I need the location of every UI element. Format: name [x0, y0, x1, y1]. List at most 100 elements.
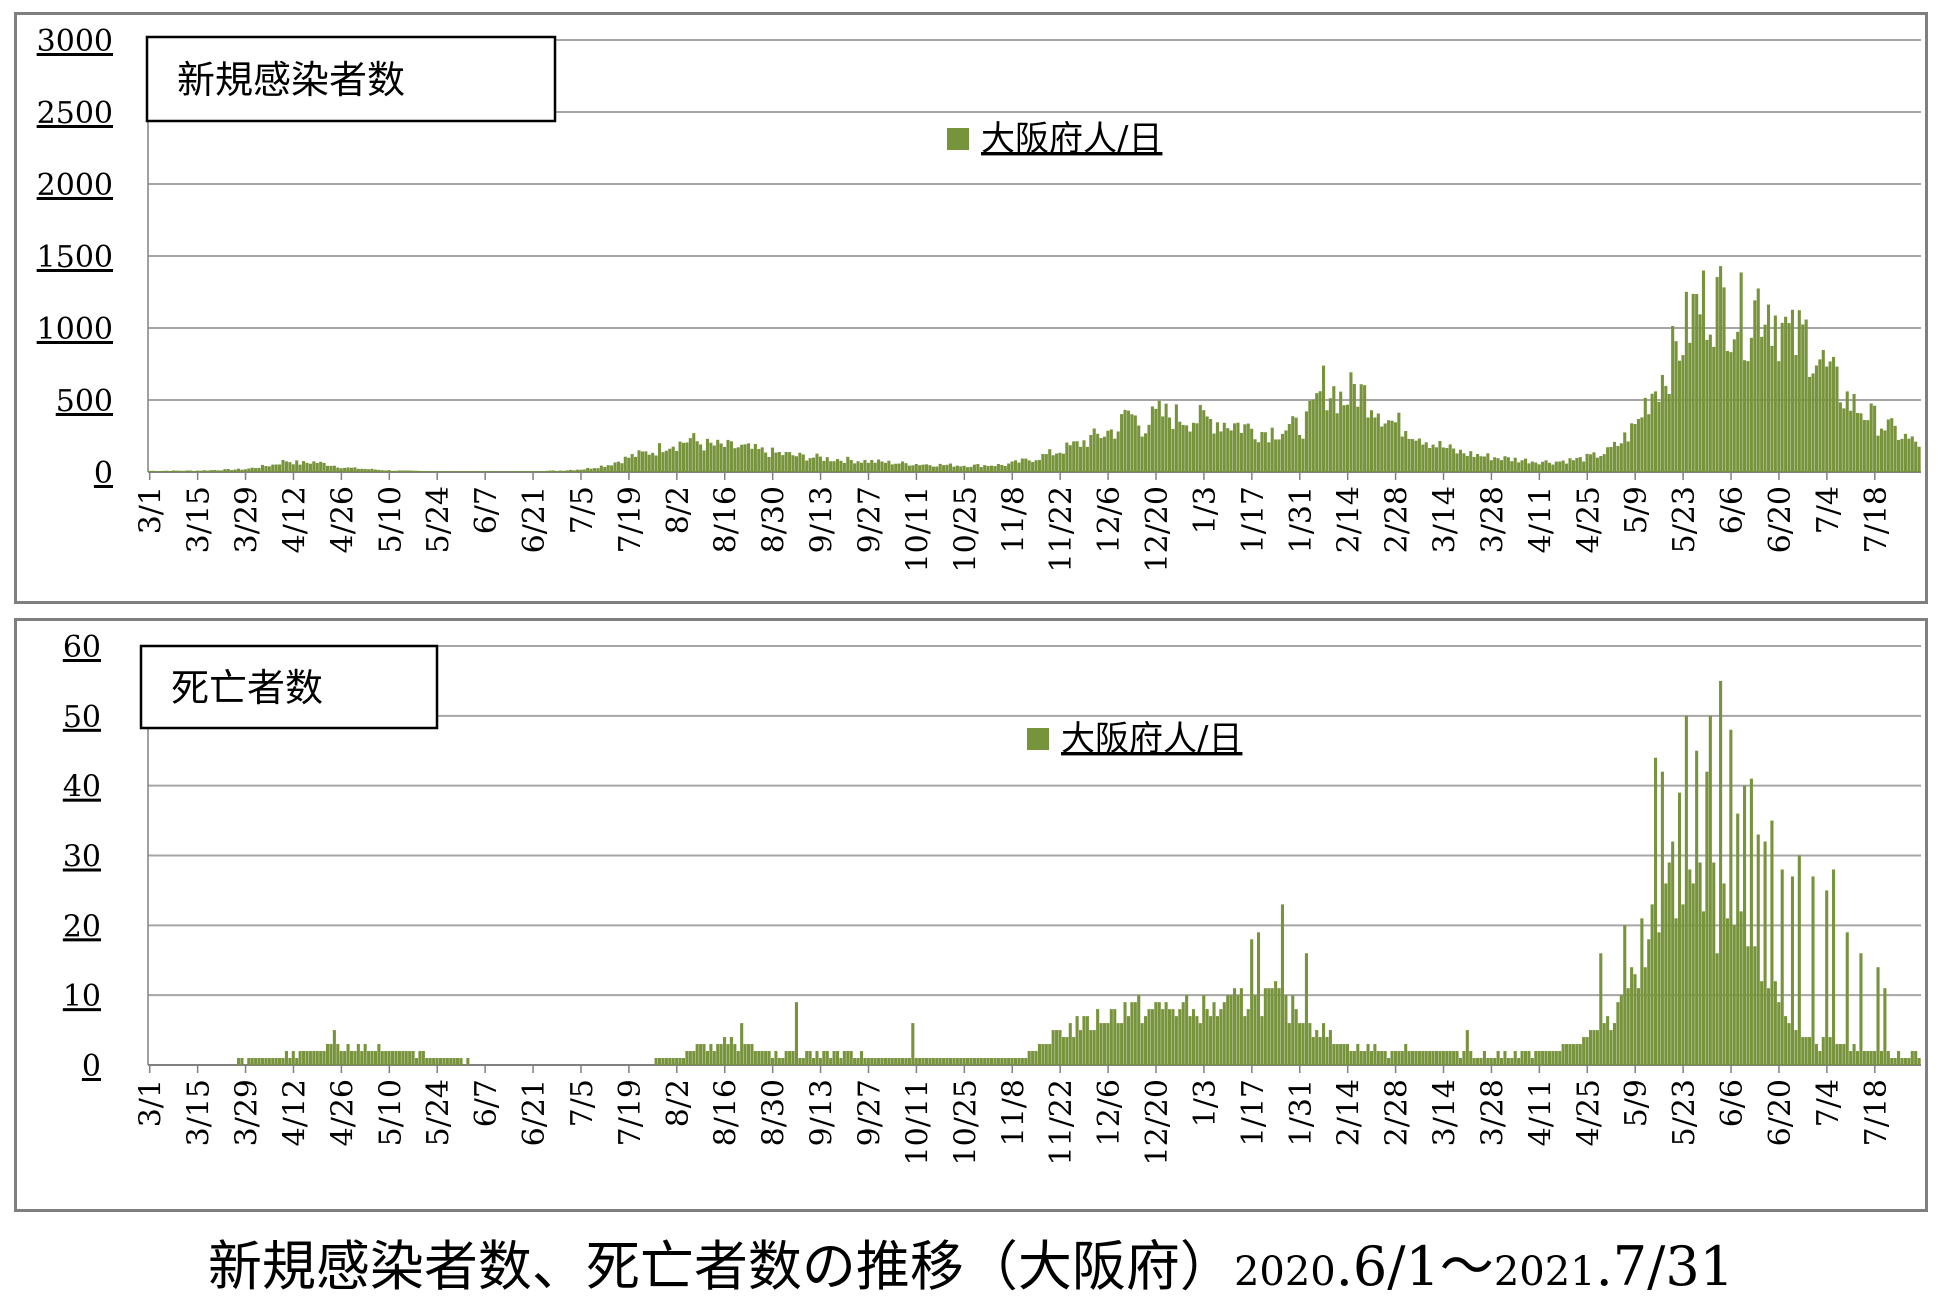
x-tick-label: 3/15 — [182, 486, 217, 553]
bar — [1517, 462, 1521, 472]
x-tick-label: 10/25 — [948, 486, 983, 572]
bar — [449, 471, 453, 472]
bar — [750, 448, 754, 472]
bar — [356, 1044, 360, 1065]
bar — [1575, 1044, 1579, 1065]
bar — [842, 462, 846, 472]
bar — [1233, 988, 1237, 1065]
bar — [1144, 1016, 1148, 1065]
bar — [794, 1002, 798, 1065]
bar — [1024, 458, 1028, 472]
x-tick-label: 1/3 — [1188, 1079, 1223, 1127]
bar — [634, 456, 638, 472]
bar — [1089, 435, 1093, 472]
bar — [1171, 1009, 1175, 1065]
bar — [1445, 447, 1449, 472]
bar — [1602, 1023, 1606, 1065]
bar — [452, 471, 456, 472]
x-tick-label: 1/31 — [1284, 1079, 1319, 1146]
bar — [1818, 1051, 1822, 1065]
bar — [182, 470, 186, 472]
bar — [1551, 464, 1555, 472]
bar — [685, 442, 689, 472]
bar — [1749, 778, 1753, 1065]
bar — [853, 1058, 857, 1065]
bar — [1547, 462, 1551, 472]
bar — [692, 1051, 696, 1065]
bar — [1397, 1051, 1401, 1065]
bar — [1215, 1016, 1219, 1065]
y-tick-label: 30 — [63, 840, 101, 875]
bar — [1493, 457, 1497, 472]
x-tick-label: 8/30 — [757, 1079, 792, 1146]
bar — [274, 464, 278, 472]
bar — [1452, 448, 1456, 472]
bar — [1715, 953, 1719, 1065]
bar — [1308, 1023, 1312, 1065]
bar — [1527, 1051, 1531, 1065]
bar — [1814, 365, 1818, 472]
bar — [1222, 422, 1226, 472]
bar — [514, 471, 518, 472]
bar — [938, 463, 942, 472]
bar — [1677, 360, 1682, 472]
bar — [466, 1058, 470, 1065]
bar — [370, 1051, 374, 1065]
bar — [339, 468, 343, 472]
bar — [1609, 1030, 1613, 1065]
bar — [1842, 1044, 1846, 1065]
bar — [1380, 1051, 1384, 1065]
bar — [877, 1058, 881, 1065]
bar — [842, 1051, 846, 1065]
bar — [1650, 904, 1654, 1065]
bar — [507, 471, 511, 472]
bar — [1472, 1058, 1476, 1065]
bar — [1383, 1051, 1387, 1065]
bar — [757, 1051, 761, 1065]
bar — [753, 1051, 757, 1065]
bar — [1708, 334, 1712, 472]
bar — [1318, 1037, 1322, 1065]
bar — [185, 470, 189, 472]
figure-caption: 新規感染者数、死亡者数の推移（大阪府）2020.6/1～2021.7/31 — [0, 1222, 1942, 1301]
bar — [1530, 461, 1534, 472]
x-tick-label: 8/16 — [709, 486, 744, 553]
bar — [1274, 981, 1278, 1065]
bar — [1753, 300, 1757, 472]
bar — [1120, 1023, 1124, 1065]
bar — [969, 466, 973, 472]
bar — [1421, 444, 1425, 472]
y-tick-label: 10 — [63, 979, 101, 1014]
bar — [1565, 1044, 1569, 1065]
bar — [497, 471, 501, 472]
x-tick-label: 10/25 — [948, 1079, 983, 1165]
bar — [918, 1058, 922, 1065]
bar — [1859, 953, 1863, 1065]
bar — [161, 470, 165, 472]
bar — [1003, 465, 1007, 472]
bar — [360, 1051, 364, 1065]
bar — [1102, 1023, 1107, 1065]
bar — [1790, 309, 1795, 472]
bar — [1537, 464, 1541, 472]
bar — [527, 471, 532, 472]
bar — [1862, 1051, 1866, 1065]
bar — [801, 1058, 805, 1065]
bar — [1390, 1051, 1394, 1065]
x-tick-label: 3/14 — [1428, 1079, 1463, 1146]
bar — [743, 1044, 747, 1065]
x-tick-label: 1/17 — [1236, 486, 1271, 553]
x-tick-label: 5/9 — [1619, 1079, 1654, 1127]
bar — [959, 1058, 963, 1065]
bar — [1873, 1051, 1877, 1065]
bar — [1322, 365, 1326, 472]
bar — [1448, 444, 1452, 472]
bar — [1229, 995, 1233, 1065]
bar — [449, 1058, 453, 1065]
x-tick-label: 6/7 — [469, 486, 504, 534]
bar — [770, 447, 775, 472]
bar — [243, 469, 247, 472]
bar — [1821, 1037, 1825, 1065]
bar — [1626, 441, 1630, 472]
bar — [1140, 1023, 1144, 1065]
